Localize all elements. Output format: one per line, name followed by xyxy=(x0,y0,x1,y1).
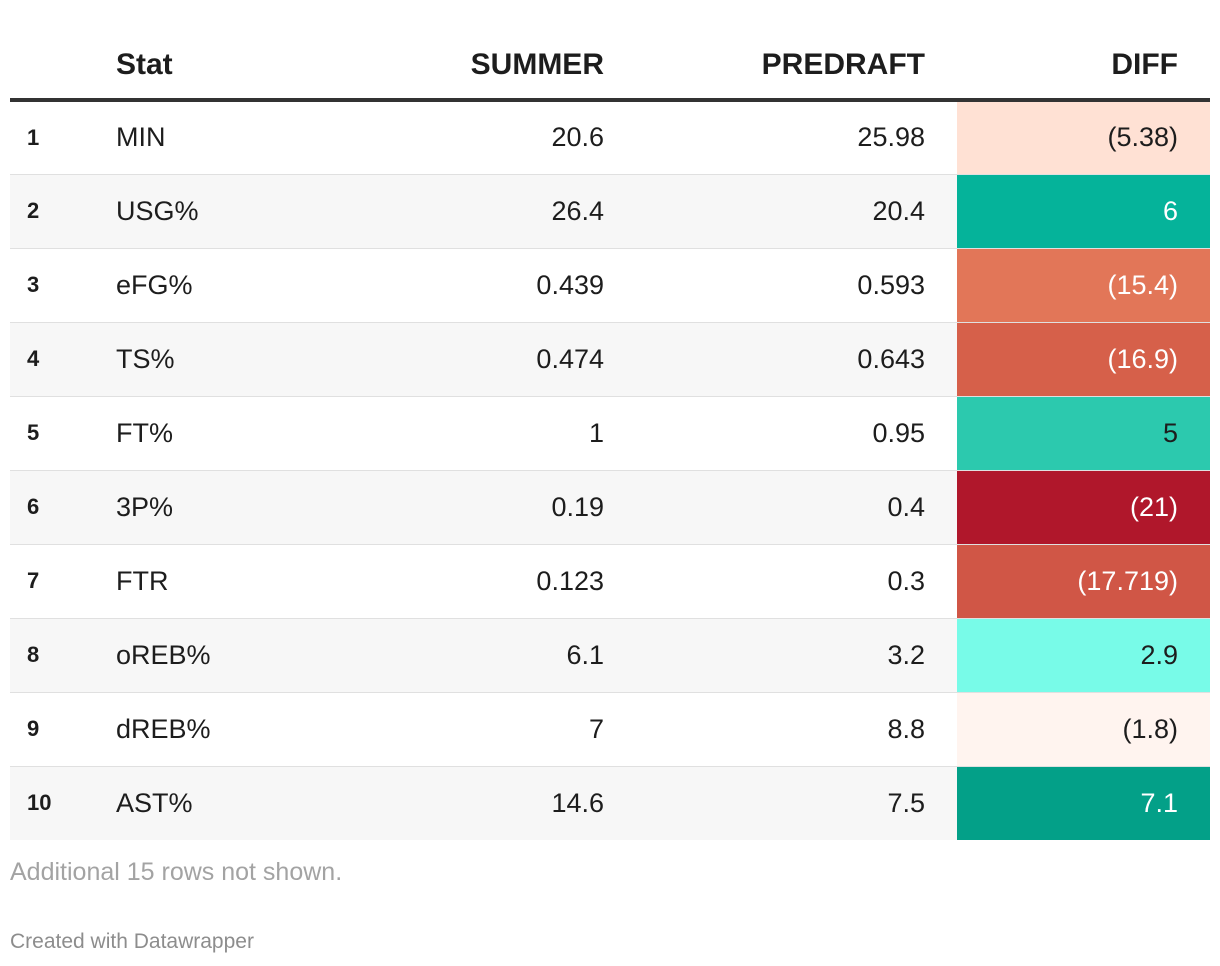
row-rank: 8 xyxy=(10,618,116,693)
table-row: 5 FT% 1 0.95 5 xyxy=(10,396,1210,471)
row-stat: eFG% xyxy=(116,248,316,323)
row-summer: 14.6 xyxy=(316,766,636,840)
row-rank: 4 xyxy=(10,322,116,397)
table-row: 3 eFG% 0.439 0.593 (15.4) xyxy=(10,248,1210,323)
row-summer: 7 xyxy=(316,692,636,767)
row-diff: 7.1 xyxy=(957,766,1210,840)
table-row: 9 dREB% 7 8.8 (1.8) xyxy=(10,692,1210,767)
row-summer: 1 xyxy=(316,396,636,471)
row-stat: TS% xyxy=(116,322,316,397)
row-diff: 6 xyxy=(957,174,1210,249)
row-rank: 5 xyxy=(10,396,116,471)
row-rank: 2 xyxy=(10,174,116,249)
row-diff: 2.9 xyxy=(957,618,1210,693)
table-row: 6 3P% 0.19 0.4 (21) xyxy=(10,470,1210,545)
table-row: 8 oREB% 6.1 3.2 2.9 xyxy=(10,618,1210,693)
header-summer[interactable]: SUMMER xyxy=(316,0,636,102)
row-stat: USG% xyxy=(116,174,316,249)
row-stat: dREB% xyxy=(116,692,316,767)
row-rank: 3 xyxy=(10,248,116,323)
table-row: 10 AST% 14.6 7.5 7.1 xyxy=(10,766,1210,840)
row-diff: 5 xyxy=(957,396,1210,471)
row-rank: 10 xyxy=(10,766,116,840)
row-summer: 0.474 xyxy=(316,322,636,397)
table-header: Stat SUMMER PREDRAFT DIFF xyxy=(10,0,1210,102)
table-row: 4 TS% 0.474 0.643 (16.9) xyxy=(10,322,1210,397)
row-rank: 6 xyxy=(10,470,116,545)
row-rank: 7 xyxy=(10,544,116,619)
row-summer: 6.1 xyxy=(316,618,636,693)
header-diff[interactable]: DIFF xyxy=(957,0,1210,102)
row-diff: (21) xyxy=(957,470,1210,545)
row-predraft: 20.4 xyxy=(636,174,957,249)
table-row: 2 USG% 26.4 20.4 6 xyxy=(10,174,1210,249)
row-predraft: 7.5 xyxy=(636,766,957,840)
header-predraft[interactable]: PREDRAFT xyxy=(636,0,957,102)
row-predraft: 0.4 xyxy=(636,470,957,545)
header-stat[interactable]: Stat xyxy=(116,0,316,102)
datawrapper-credit[interactable]: Created with Datawrapper xyxy=(10,930,254,953)
table-body: 1 MIN 20.6 25.98 (5.38) 2 USG% 26.4 20.4… xyxy=(10,100,1210,840)
row-stat: FTR xyxy=(116,544,316,619)
row-diff: (16.9) xyxy=(957,322,1210,397)
row-predraft: 0.95 xyxy=(636,396,957,471)
header-rank[interactable] xyxy=(10,0,116,102)
row-rank: 9 xyxy=(10,692,116,767)
row-stat: FT% xyxy=(116,396,316,471)
row-predraft: 0.593 xyxy=(636,248,957,323)
row-stat: 3P% xyxy=(116,470,316,545)
row-stat: MIN xyxy=(116,100,316,175)
table-row: 1 MIN 20.6 25.98 (5.38) xyxy=(10,100,1210,175)
table-container: Stat SUMMER PREDRAFT DIFF 1 MIN 20.6 25.… xyxy=(10,0,1210,840)
row-diff: (17.719) xyxy=(957,544,1210,619)
row-predraft: 25.98 xyxy=(636,100,957,175)
row-summer: 0.19 xyxy=(316,470,636,545)
row-diff: (5.38) xyxy=(957,100,1210,175)
row-rank: 1 xyxy=(10,100,116,175)
table-row: 7 FTR 0.123 0.3 (17.719) xyxy=(10,544,1210,619)
row-summer: 0.123 xyxy=(316,544,636,619)
row-predraft: 3.2 xyxy=(636,618,957,693)
table-notes: Additional 15 rows not shown. xyxy=(10,858,343,886)
row-predraft: 0.3 xyxy=(636,544,957,619)
row-summer: 0.439 xyxy=(316,248,636,323)
stats-table: Stat SUMMER PREDRAFT DIFF 1 MIN 20.6 25.… xyxy=(10,0,1210,840)
row-summer: 26.4 xyxy=(316,174,636,249)
row-predraft: 0.643 xyxy=(636,322,957,397)
row-diff: (15.4) xyxy=(957,248,1210,323)
row-stat: AST% xyxy=(116,766,316,840)
header-row: Stat SUMMER PREDRAFT DIFF xyxy=(10,0,1210,102)
row-diff: (1.8) xyxy=(957,692,1210,767)
row-stat: oREB% xyxy=(116,618,316,693)
row-summer: 20.6 xyxy=(316,100,636,175)
row-predraft: 8.8 xyxy=(636,692,957,767)
